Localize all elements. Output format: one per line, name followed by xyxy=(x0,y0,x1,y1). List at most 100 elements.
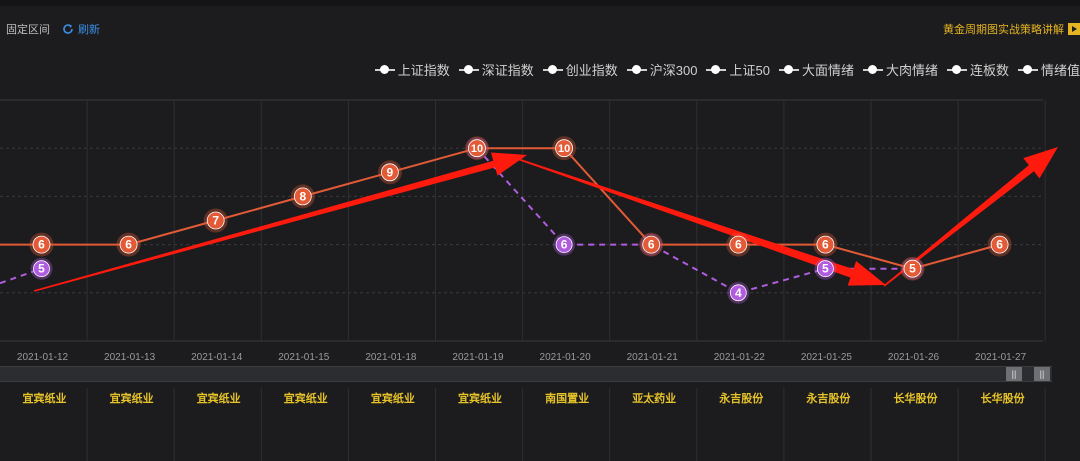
play-icon xyxy=(1068,23,1080,35)
legend-item-1[interactable]: 深证指数 xyxy=(458,60,534,79)
header-controls: 固定区间 刷新 xyxy=(6,21,100,37)
orange-point[interactable]: 7 xyxy=(203,208,228,233)
point-label: 6 xyxy=(996,238,1003,252)
strategy-link[interactable]: 黄金周期图实战策略讲解 xyxy=(943,21,1080,37)
point-label: 6 xyxy=(648,238,655,252)
orange-point[interactable]: 6 xyxy=(987,232,1012,257)
orange-point[interactable]: 6 xyxy=(813,232,838,257)
x-tick-label: 2021-01-19 xyxy=(452,352,504,363)
x-tick-label: 2021-01-26 xyxy=(888,352,940,363)
x-tick-label: 2021-01-13 xyxy=(104,352,156,363)
orange-point[interactable]: 10 xyxy=(465,136,489,161)
legend-label: 沪深300 xyxy=(649,63,698,78)
chart-legend: 上证指数 深证指数 创业指数 沪深300 上证50 大面情绪 大肉情绪 连板数 情绪值 xyxy=(374,60,1080,79)
orange-point[interactable]: 6 xyxy=(726,232,751,257)
annotation-up-arrow xyxy=(883,147,1058,287)
stock-name-label[interactable]: 宜宾纸业 xyxy=(23,391,67,405)
x-tick-label: 2021-01-18 xyxy=(365,352,417,363)
legend-marker-icon xyxy=(946,63,967,77)
point-label: 9 xyxy=(387,165,394,179)
point-label: 7 xyxy=(212,214,219,228)
point-label: 6 xyxy=(38,238,45,252)
top-bar xyxy=(0,0,1080,6)
interval-label[interactable]: 固定区间 xyxy=(6,24,50,36)
orange-point[interactable]: 10 xyxy=(552,136,577,161)
point-label: 6 xyxy=(125,238,132,252)
stock-name-label[interactable]: 长华股份 xyxy=(981,391,1026,405)
point-label: 5 xyxy=(38,262,45,276)
purple-point[interactable]: 6 xyxy=(553,233,576,256)
orange-point[interactable]: 9 xyxy=(377,160,402,185)
orange-point[interactable]: 6 xyxy=(29,232,54,257)
chart-scrollbar[interactable]: || || xyxy=(0,366,1052,382)
x-tick-label: 2021-01-14 xyxy=(191,352,243,363)
legend-marker-icon xyxy=(458,63,479,77)
legend-item-5[interactable]: 大面情绪 xyxy=(778,60,854,79)
legend-label: 大肉情绪 xyxy=(885,63,938,78)
x-tick-label: 2021-01-27 xyxy=(975,352,1027,363)
legend-label: 深证指数 xyxy=(481,63,534,78)
refresh-icon xyxy=(63,24,73,34)
point-label: 8 xyxy=(299,189,306,203)
legend-label: 连板数 xyxy=(969,63,1009,78)
legend-label: 上证指数 xyxy=(397,63,450,78)
stock-name-label[interactable]: 永吉股份 xyxy=(805,391,851,405)
legend-label: 上证50 xyxy=(729,63,770,78)
orange-point[interactable]: 6 xyxy=(639,232,664,257)
x-tick-label: 2021-01-15 xyxy=(278,352,330,363)
legend-item-2[interactable]: 创业指数 xyxy=(542,60,618,79)
legend-label: 情绪值 xyxy=(1040,63,1080,78)
annotation-down-arrow xyxy=(511,156,886,286)
stock-name-label[interactable]: 永吉股份 xyxy=(718,391,764,405)
legend-marker-icon xyxy=(374,63,395,77)
point-label: 5 xyxy=(822,262,829,276)
x-tick-label: 2021-01-25 xyxy=(801,352,853,363)
legend-item-6[interactable]: 大肉情绪 xyxy=(862,60,938,79)
legend-marker-icon xyxy=(706,63,727,77)
legend-label: 大面情绪 xyxy=(801,63,854,78)
point-label: 10 xyxy=(558,143,570,155)
point-label: 5 xyxy=(909,262,916,276)
scroll-handle-right[interactable]: || xyxy=(1034,367,1050,381)
stock-name-label[interactable]: 南国置业 xyxy=(545,391,589,405)
point-label: 6 xyxy=(561,238,568,252)
legend-marker-icon xyxy=(542,63,563,77)
stock-name-label[interactable]: 宜宾纸业 xyxy=(197,391,241,405)
point-label: 6 xyxy=(822,238,829,252)
orange-point[interactable]: 5 xyxy=(900,256,925,281)
orange-point[interactable]: 6 xyxy=(116,232,141,257)
legend-marker-icon xyxy=(862,63,883,77)
stock-name-label[interactable]: 宜宾纸业 xyxy=(110,391,154,405)
purple-point[interactable]: 5 xyxy=(30,257,53,280)
point-label: 6 xyxy=(735,238,742,252)
stock-name-label[interactable]: 宜宾纸业 xyxy=(458,391,502,405)
legend-item-0[interactable]: 上证指数 xyxy=(374,60,450,79)
legend-marker-icon xyxy=(626,63,647,77)
stock-name-label[interactable]: 宜宾纸业 xyxy=(284,391,328,405)
legend-marker-icon xyxy=(778,63,799,77)
legend-item-4[interactable]: 上证50 xyxy=(706,60,770,79)
point-label: 4 xyxy=(735,286,742,300)
legend-label: 创业指数 xyxy=(565,63,618,78)
x-tick-label: 2021-01-12 xyxy=(17,352,69,363)
purple-point[interactable]: 4 xyxy=(727,281,750,304)
point-label: 10 xyxy=(471,143,483,155)
refresh-button[interactable]: 刷新 xyxy=(62,21,100,37)
legend-item-8[interactable]: 情绪值 xyxy=(1017,60,1080,79)
orange-point[interactable]: 8 xyxy=(290,184,315,209)
x-tick-label: 2021-01-20 xyxy=(540,352,592,363)
refresh-label: 刷新 xyxy=(78,24,100,36)
x-tick-label: 2021-01-22 xyxy=(714,352,766,363)
purple-point[interactable]: 5 xyxy=(814,257,837,280)
x-tick-label: 2021-01-21 xyxy=(627,352,679,363)
strategy-link-label: 黄金周期图实战策略讲解 xyxy=(943,24,1064,36)
legend-marker-icon xyxy=(1017,63,1038,77)
stock-name-label[interactable]: 宜宾纸业 xyxy=(371,391,415,405)
annotation-up-arrow xyxy=(33,152,528,292)
stock-name-label[interactable]: 长华股份 xyxy=(894,391,939,405)
stock-name-label[interactable]: 亚太药业 xyxy=(632,391,676,405)
legend-item-7[interactable]: 连板数 xyxy=(946,60,1009,79)
legend-item-3[interactable]: 沪深300 xyxy=(626,60,698,79)
scroll-handle-left[interactable]: || xyxy=(1006,367,1022,381)
